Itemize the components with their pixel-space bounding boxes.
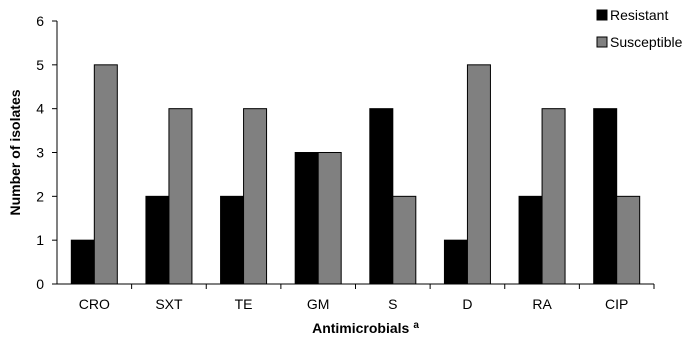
x-axis-ticks: CRO SXT TE GM S D RA CIP: [79, 284, 655, 312]
y-tick-label: 3: [36, 145, 44, 161]
bar-susceptible-sxt: [168, 108, 193, 285]
y-axis-title: Number of isolates: [7, 89, 23, 215]
x-tick-label: D: [462, 296, 472, 312]
x-tick-label: S: [388, 296, 397, 312]
bar-resistant-sxt: [145, 195, 170, 285]
bar-susceptible-cip: [616, 195, 641, 285]
y-tick-label: 5: [36, 57, 44, 73]
x-tick-label: CRO: [79, 296, 110, 312]
y-tick-label: 4: [36, 101, 44, 117]
bar-susceptible-ra: [541, 108, 566, 285]
x-tick-label: GM: [307, 296, 330, 312]
x-tick-label: CIP: [605, 296, 628, 312]
bar-susceptible-s: [392, 195, 417, 285]
legend-swatch-resistant: [596, 9, 608, 21]
x-axis-title: Antimicrobials a: [312, 320, 419, 336]
bar-resistant-gm: [294, 152, 319, 285]
bar-susceptible-cro: [93, 64, 118, 285]
x-tick-label: TE: [235, 296, 253, 312]
y-tick-label: 2: [36, 188, 44, 204]
bar-susceptible-te: [243, 108, 268, 285]
bar-resistant-s: [369, 108, 394, 285]
x-tick-label: RA: [532, 296, 552, 312]
legend-label-resistant: Resistant: [610, 7, 668, 23]
legend-swatch-susceptible: [596, 36, 608, 48]
bar-resistant-cip: [593, 108, 618, 285]
bar-susceptible-gm: [317, 152, 342, 285]
bar-resistant-te: [220, 195, 245, 285]
legend: Resistant Susceptible: [596, 7, 683, 50]
bar-susceptible-d: [466, 64, 491, 285]
bar-resistant-ra: [518, 195, 543, 285]
y-tick-label: 1: [36, 232, 44, 248]
y-axis-ticks: 0 1 2 3 4 5 6: [36, 13, 57, 292]
bar-resistant-cro: [70, 239, 95, 285]
x-axis-title-superscript: a: [413, 320, 419, 331]
bars: [70, 64, 641, 285]
x-axis-title-text: Antimicrobials: [312, 320, 409, 336]
x-tick-label: SXT: [155, 296, 183, 312]
bar-resistant-d: [443, 239, 468, 285]
y-tick-label: 0: [36, 276, 44, 292]
legend-label-susceptible: Susceptible: [610, 34, 683, 50]
y-tick-label: 6: [36, 13, 44, 29]
